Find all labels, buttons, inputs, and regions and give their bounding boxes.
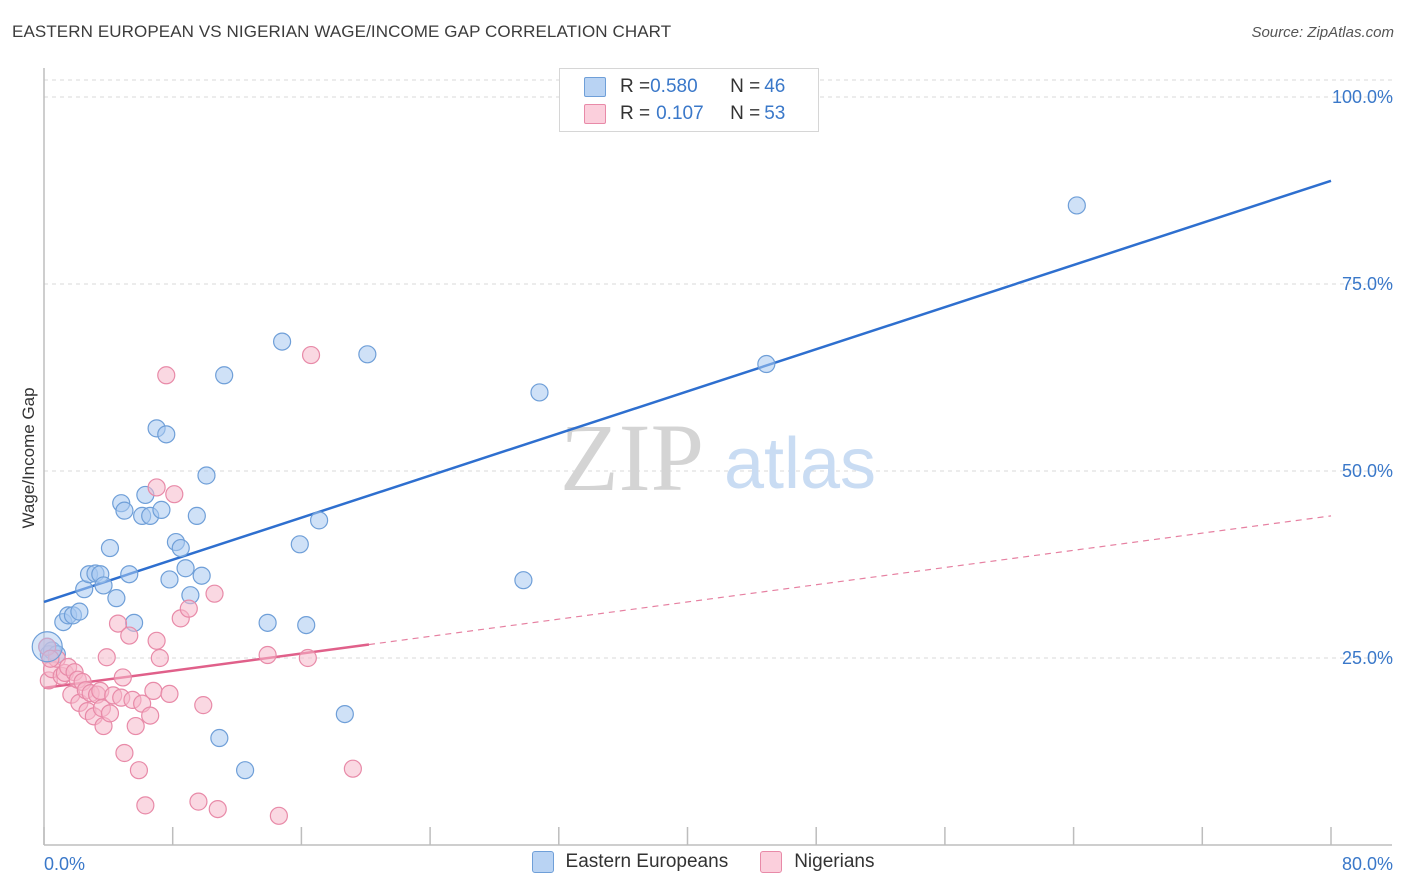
point-nigerian	[136, 796, 155, 815]
point-nigerian	[269, 806, 288, 825]
point-eastern-european	[70, 602, 89, 621]
point-eastern-european	[309, 511, 329, 530]
legend-swatch-blue	[584, 77, 606, 97]
gridlines	[44, 79, 1392, 659]
x-tick-label: 80.0%	[1342, 854, 1393, 874]
point-eastern-european	[197, 466, 216, 485]
point-eastern-european	[152, 500, 171, 519]
point-eastern-european	[210, 728, 229, 748]
point-nigerian	[194, 696, 213, 715]
point-nigerian	[150, 648, 169, 668]
trend-line-eastern-europeans	[43, 179, 1332, 604]
point-nigerian	[258, 645, 277, 665]
legend-label: Nigerians	[794, 851, 875, 872]
point-eastern-european	[530, 383, 549, 402]
y-tick-label: 75.0%	[1342, 274, 1393, 294]
point-eastern-european	[157, 425, 176, 444]
n-value: 46	[764, 76, 786, 97]
point-nigerian	[144, 681, 163, 701]
point-eastern-european	[160, 570, 179, 589]
point-eastern-european	[235, 761, 255, 780]
point-eastern-european	[192, 566, 211, 585]
point-nigerian	[113, 668, 132, 687]
legend-item-nigerians: Nigerians	[760, 851, 874, 873]
watermark-zip: ZIP	[560, 404, 704, 511]
point-eastern-european	[272, 332, 292, 351]
point-eastern-european	[297, 615, 316, 635]
point-nigerian	[208, 799, 227, 819]
point-eastern-european	[514, 571, 533, 590]
legend-swatch-pink	[584, 104, 606, 124]
point-eastern-european	[176, 559, 195, 578]
point-eastern-european	[290, 535, 309, 554]
r-label: R =	[620, 76, 651, 97]
source-label: Source: ZipAtlas.com	[1251, 24, 1394, 41]
trend-line-nigerians	[43, 643, 370, 690]
point-eastern-european	[757, 354, 776, 374]
point-nigerian	[179, 599, 198, 618]
r-value: 0.580	[650, 76, 698, 97]
axes	[43, 68, 1392, 846]
point-nigerian	[165, 485, 184, 504]
correlation-legend: R = 0.580 N = 46 R = 0.107 N = 53	[559, 68, 819, 132]
point-eastern-european	[187, 506, 206, 525]
point-eastern-european	[100, 538, 120, 558]
tick-labels: 25.0% 50.0% 75.0% 100.0% 0.0% 80.0%	[44, 87, 1393, 874]
legend-label: Eastern Europeans	[565, 851, 729, 872]
point-eastern-european	[335, 704, 354, 724]
point-nigerian	[108, 614, 128, 633]
point-eastern-european-cluster	[31, 631, 63, 663]
y-tick-label: 100.0%	[1332, 87, 1393, 107]
point-nigerian	[189, 792, 208, 811]
point-eastern-european	[94, 576, 113, 595]
trend-lines	[43, 179, 1332, 690]
point-nigerian	[141, 706, 160, 725]
r-value: 0.107	[656, 103, 704, 124]
data-points	[31, 196, 1086, 825]
point-nigerian	[129, 761, 149, 780]
point-nigerian	[147, 478, 166, 497]
legend-swatch-blue	[531, 851, 554, 873]
watermark: ZIP atlas	[560, 404, 876, 511]
y-tick-label: 25.0%	[1342, 648, 1393, 668]
point-eastern-european	[171, 538, 190, 558]
point-nigerian	[100, 704, 120, 723]
watermark-atlas: atlas	[724, 424, 876, 504]
y-axis-label: Wage/Income Gap	[19, 387, 38, 528]
point-eastern-european	[215, 366, 234, 385]
point-nigerian	[115, 743, 134, 763]
x-tick-label: 0.0%	[44, 854, 85, 874]
legend-row-nigerians: R = 0.107 N = 53	[584, 102, 785, 126]
point-nigerian	[120, 626, 139, 645]
r-label: R =	[620, 103, 651, 124]
point-nigerian	[205, 584, 224, 603]
point-nigerian	[126, 716, 145, 736]
point-nigerian	[41, 649, 60, 668]
trend-line-nigerians-extension	[368, 515, 1332, 646]
chart-title: EASTERN EUROPEAN VS NIGERIAN WAGE/INCOME…	[12, 22, 672, 41]
point-nigerian	[160, 684, 179, 704]
point-eastern-european	[120, 565, 139, 584]
point-eastern-european	[115, 501, 134, 520]
point-nigerian	[343, 759, 362, 778]
point-eastern-european	[107, 589, 126, 608]
point-nigerian	[157, 366, 176, 385]
n-label: N =	[730, 103, 761, 124]
point-eastern-european	[258, 613, 277, 632]
point-nigerian	[298, 648, 317, 668]
point-eastern-european	[358, 345, 377, 364]
n-label: N =	[730, 76, 761, 97]
point-eastern-european	[1067, 196, 1086, 215]
legend-swatch-pink	[760, 851, 783, 873]
point-nigerian	[301, 345, 321, 365]
series-legend: Eastern Europeans Nigerians	[0, 851, 1406, 873]
n-value: 53	[764, 103, 786, 124]
y-tick-label: 50.0%	[1342, 461, 1393, 481]
legend-item-eastern-europeans: Eastern Europeans	[531, 851, 729, 873]
point-nigerian	[147, 631, 166, 650]
point-nigerian	[97, 648, 116, 667]
legend-row-eastern-europeans: R = 0.580 N = 46	[584, 75, 785, 99]
